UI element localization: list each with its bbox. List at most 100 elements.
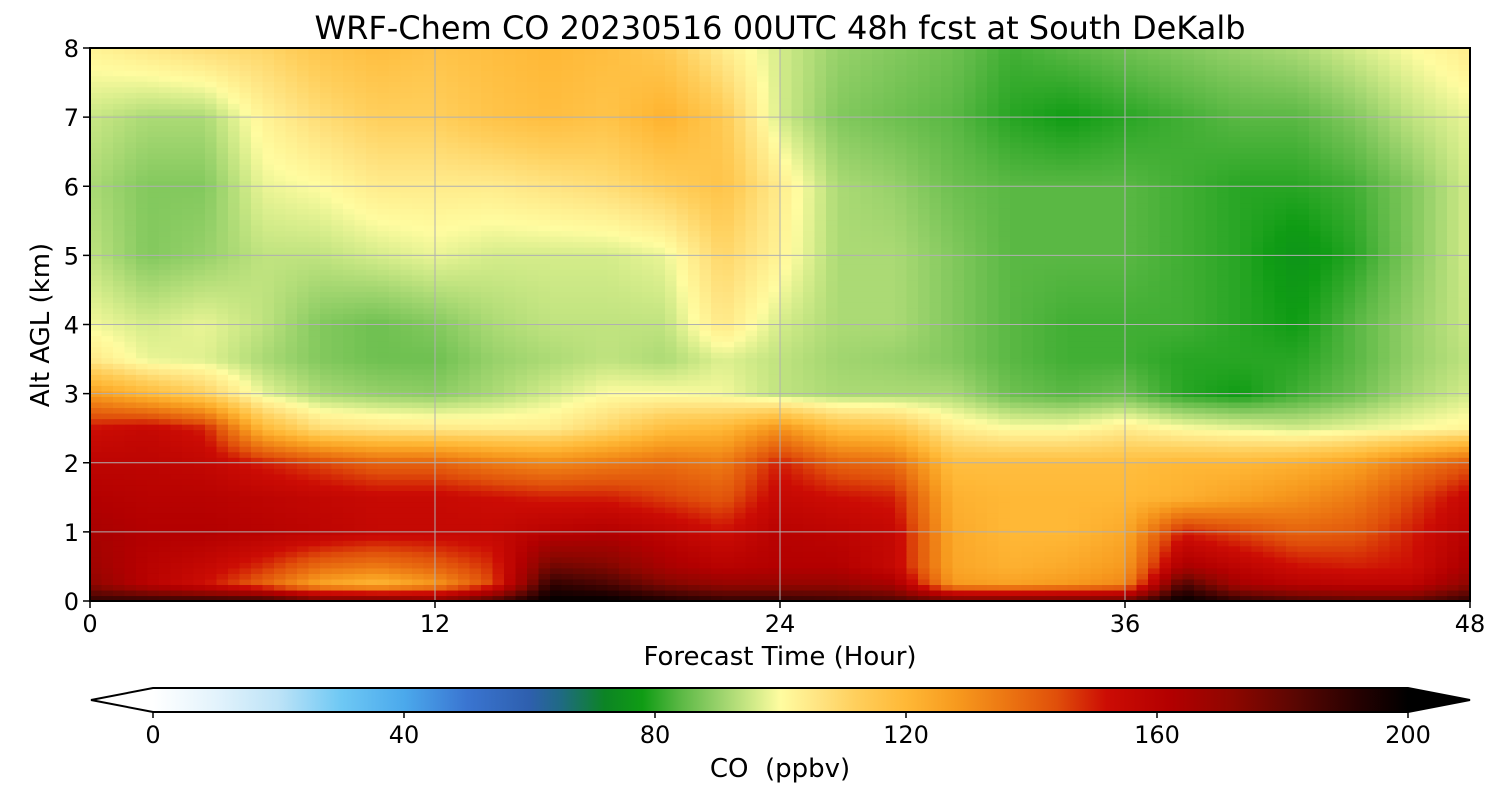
field-cell (159, 446, 172, 453)
field-cell (619, 473, 632, 480)
field-cell (389, 595, 402, 601)
field-cell (435, 407, 448, 414)
field-cell (1171, 495, 1184, 503)
field-cell (1297, 468, 1310, 475)
field-cell (1021, 545, 1034, 552)
field-cell (170, 374, 183, 381)
field-cell (1148, 495, 1161, 503)
field-cell (1217, 562, 1230, 569)
field-cell (1435, 518, 1448, 525)
field-cell (745, 573, 758, 580)
field-cell (987, 523, 1000, 530)
field-cell (1136, 534, 1149, 541)
field-cell (998, 506, 1011, 514)
field-cell (757, 534, 770, 541)
field-cell (1332, 401, 1345, 409)
field-cell (826, 506, 839, 514)
field-cell (343, 512, 356, 519)
field-cell (895, 407, 908, 414)
field-cell (1079, 484, 1092, 491)
field-cell (722, 435, 735, 442)
field-cell (791, 495, 804, 503)
field-cell (837, 501, 850, 508)
field-cell (895, 595, 908, 601)
field-cell (1010, 545, 1023, 552)
field-cell (1021, 401, 1034, 409)
field-cell (1217, 578, 1230, 586)
field-cell (1010, 440, 1023, 447)
field-cell (1297, 523, 1310, 530)
field-cell (860, 451, 873, 458)
field-cell (1228, 435, 1241, 442)
field-cell (837, 468, 850, 475)
field-cell (975, 501, 988, 508)
field-cell (147, 551, 160, 558)
field-cell (630, 506, 643, 514)
field-cell (504, 501, 517, 508)
field-cell (239, 435, 252, 442)
field-cell (1412, 462, 1425, 469)
field-cell (630, 462, 643, 469)
field-cell (1067, 523, 1080, 530)
field-cell (343, 534, 356, 541)
field-cell (136, 501, 149, 508)
field-cell (285, 429, 298, 436)
field-cell (596, 501, 609, 508)
field-cell (1251, 435, 1264, 442)
field-cell (791, 429, 804, 436)
field-cell (124, 567, 137, 574)
field-cell (1228, 523, 1241, 530)
field-cell (619, 407, 632, 414)
field-cell (1251, 451, 1264, 458)
field-cell (699, 446, 712, 453)
field-cell (458, 578, 471, 586)
field-cell (860, 473, 873, 480)
field-cell (124, 473, 137, 480)
field-cell (170, 578, 183, 586)
field-cell (711, 379, 724, 386)
field-cell (400, 418, 413, 425)
field-cell (1424, 512, 1437, 519)
field-cell (826, 573, 839, 580)
field-cell (745, 512, 758, 519)
field-cell (147, 523, 160, 530)
field-cell (561, 473, 574, 480)
field-cell (1010, 490, 1023, 497)
field-cell (573, 468, 586, 475)
field-cell (1079, 407, 1092, 414)
field-cell (745, 418, 758, 425)
field-cell (1401, 556, 1414, 563)
field-cell (1033, 534, 1046, 541)
field-cell (297, 473, 310, 480)
field-cell (331, 523, 344, 530)
field-cell (400, 473, 413, 480)
field-cell (1389, 573, 1402, 580)
field-cell (906, 424, 919, 431)
field-cell (596, 567, 609, 574)
field-cell (228, 578, 241, 586)
field-cell (596, 412, 609, 420)
field-cell (205, 512, 218, 519)
field-cell (538, 523, 551, 530)
field-cell (1286, 412, 1299, 420)
field-cell (1159, 385, 1172, 392)
field-cell (1458, 556, 1470, 563)
field-cell (1401, 429, 1414, 436)
field-cell (458, 440, 471, 447)
field-cell (895, 418, 908, 425)
field-cell (101, 534, 114, 541)
field-cell (895, 401, 908, 409)
field-cell (883, 379, 896, 386)
field-cell (596, 379, 609, 386)
field-cell (550, 578, 563, 586)
field-cell (849, 429, 862, 436)
field-cell (274, 401, 287, 409)
field-cell (1240, 495, 1253, 503)
field-cell (182, 534, 195, 541)
field-cell (745, 589, 758, 597)
field-cell (619, 440, 632, 447)
field-cell (1389, 518, 1402, 525)
field-cell (228, 407, 241, 414)
field-cell (1401, 551, 1414, 558)
field-cell (136, 479, 149, 486)
